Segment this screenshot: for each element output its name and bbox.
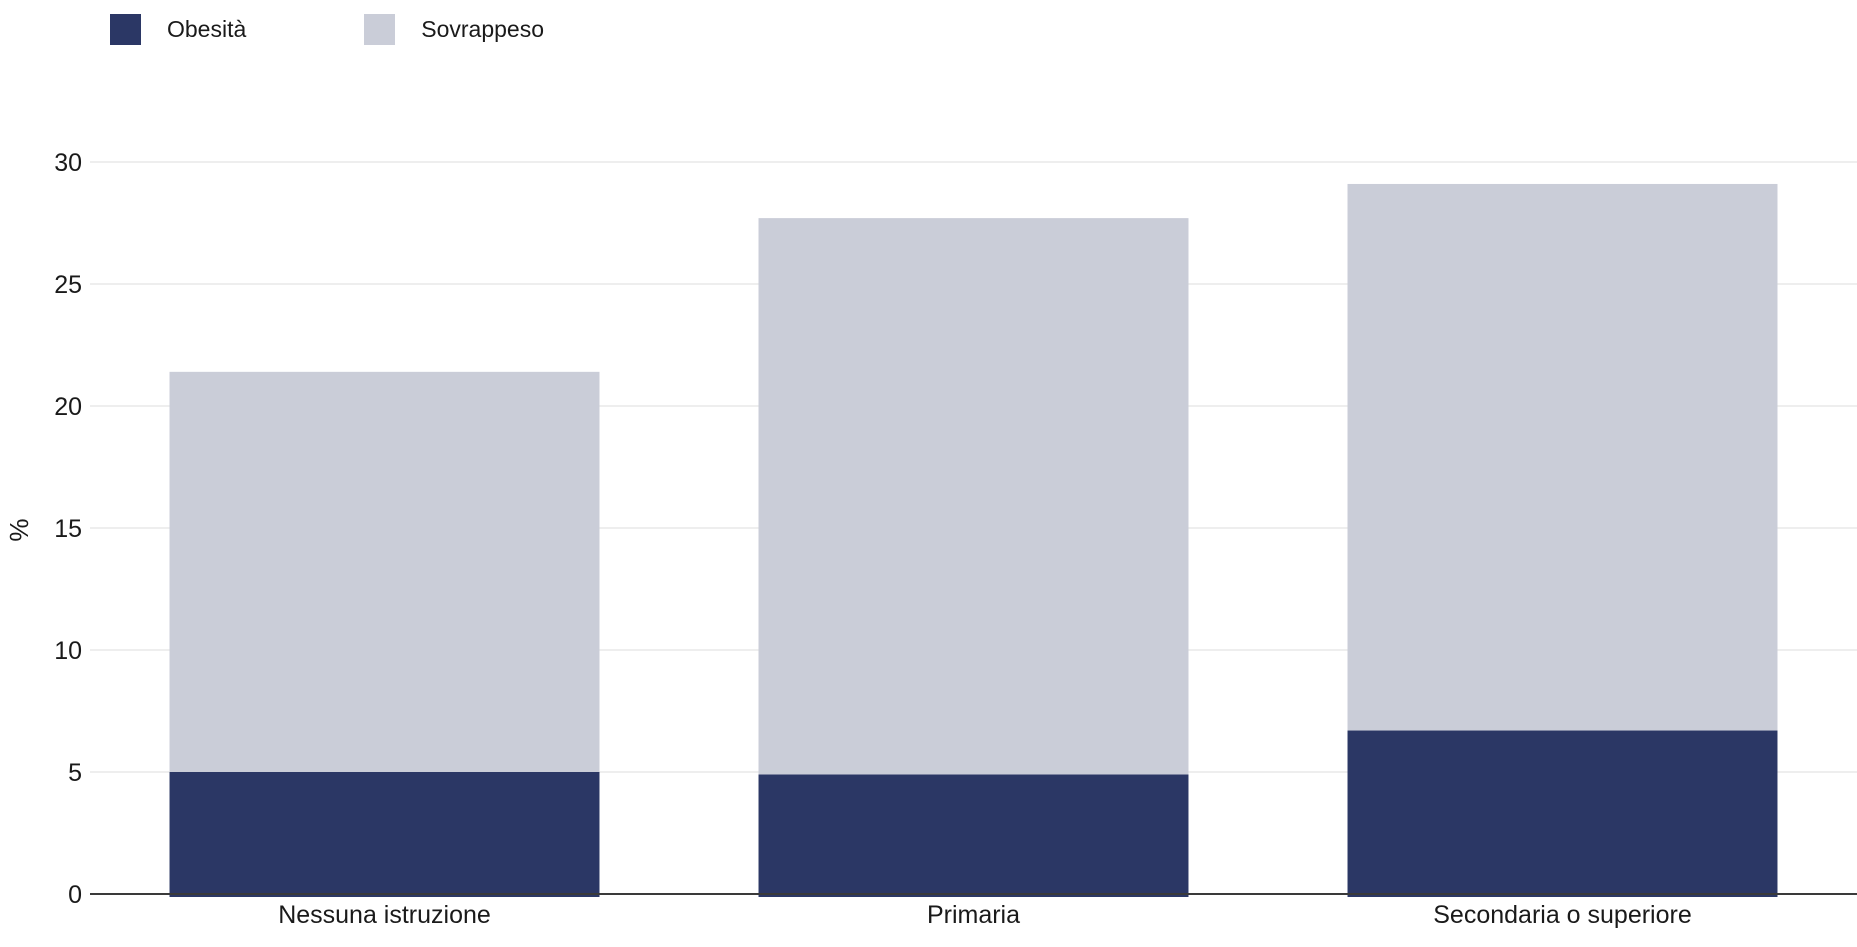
legend-label-obesita: Obesità [167, 16, 247, 42]
x-tick-label: Primaria [927, 901, 1020, 929]
bar-obesita-2[interactable] [1347, 730, 1778, 897]
bar-obesita-1[interactable] [758, 774, 1189, 897]
x-tick-label: Nessuna istruzione [278, 901, 491, 929]
legend-swatch-obesita [110, 14, 141, 45]
y-axis-ticks: 0 5 10 15 20 25 30 [54, 149, 82, 909]
bars [169, 183, 1778, 897]
bar-sovrappeso-2[interactable] [1347, 183, 1778, 731]
legend-swatch-sovrappeso [364, 14, 396, 45]
y-tick-label: 25 [54, 271, 82, 299]
legend-item-obesita[interactable]: Obesità [110, 14, 246, 45]
y-axis-title: % [4, 518, 34, 541]
y-tick-label: 20 [54, 393, 82, 421]
x-axis-ticks: Nessuna istruzione Primaria Secondaria o s… [278, 901, 1692, 929]
y-tick-label: 0 [68, 881, 82, 909]
x-tick-label: Secondaria o superiore [1433, 901, 1692, 929]
legend-label-sovrappeso: Sovrappeso [421, 16, 545, 42]
y-tick-label: 30 [54, 149, 82, 177]
bar-obesita-0[interactable] [169, 772, 600, 897]
y-tick-label: 10 [54, 637, 82, 665]
chart-legend: Obesità Sovrappeso [110, 14, 662, 45]
bar-sovrappeso-0[interactable] [169, 371, 600, 772]
legend-item-sovrappeso[interactable]: Sovrappeso [364, 14, 544, 45]
bar-sovrappeso-1[interactable] [758, 218, 1189, 775]
y-tick-label: 15 [54, 515, 82, 543]
y-tick-label: 5 [68, 759, 82, 787]
